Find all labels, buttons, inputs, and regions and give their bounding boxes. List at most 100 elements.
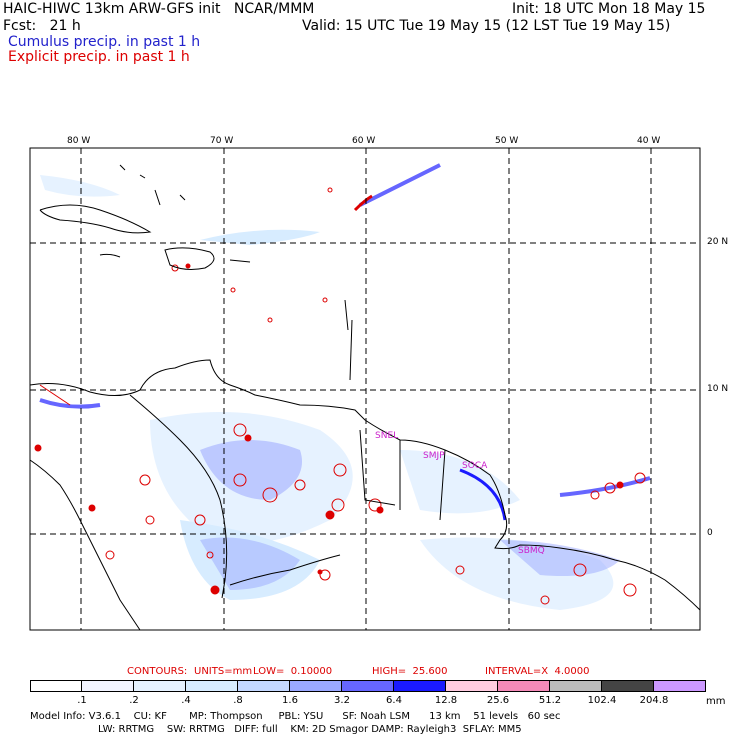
west-south-america-coastline bbox=[29, 459, 141, 631]
legend-value: .8 bbox=[233, 695, 243, 706]
light-precip-area bbox=[400, 450, 520, 514]
explicit-cell bbox=[139, 474, 151, 486]
coastlines bbox=[29, 164, 701, 631]
moderate-precip-area bbox=[200, 440, 302, 500]
explicit-cell bbox=[623, 583, 637, 597]
legend-unit: mm bbox=[706, 696, 726, 707]
lon-label-40w: 40 W bbox=[637, 136, 661, 146]
contour-low: LOW= 0.10000 bbox=[253, 666, 333, 677]
valid-time: Valid: 15 UTC Tue 19 May 15 (12 LST Tue … bbox=[302, 18, 671, 34]
station-label-sbmq: SBMQ bbox=[518, 546, 545, 556]
explicit-cell bbox=[616, 481, 624, 489]
legend-swatch bbox=[498, 680, 550, 692]
station-label-soca: SOCA bbox=[462, 461, 488, 471]
explicit-cell bbox=[573, 563, 587, 577]
explicit-cell bbox=[455, 565, 465, 575]
legend-swatch bbox=[134, 680, 186, 692]
contour-high: HIGH= 25.600 bbox=[372, 666, 448, 677]
explicit-cell bbox=[145, 515, 155, 525]
explicit-cell bbox=[604, 482, 616, 494]
explicit-cell bbox=[368, 498, 382, 512]
legend-value: 51.2 bbox=[538, 695, 562, 706]
model-info-line1: Model Info: V3.6.1 CU: KF MP: Thompson P… bbox=[30, 711, 561, 722]
legend-swatch bbox=[238, 680, 290, 692]
explicit-cell bbox=[333, 463, 347, 477]
explicit-cell bbox=[376, 506, 384, 514]
precip-band bbox=[459, 468, 507, 521]
explicit-cell bbox=[319, 569, 331, 581]
precip-band bbox=[559, 476, 651, 497]
explicit-contour bbox=[39, 384, 71, 406]
lon-label-80w: 80 W bbox=[67, 136, 91, 146]
contour-units: UNITS=mm bbox=[194, 666, 253, 677]
country-borders bbox=[129, 394, 228, 599]
station-label-smjp: SMJP bbox=[423, 451, 445, 461]
model-title: HAIC-HIWC 13km ARW-GFS init NCAR/MMM bbox=[3, 1, 315, 17]
explicit-cell bbox=[194, 514, 206, 526]
legend-value: 1.6 bbox=[282, 695, 298, 706]
station-label-snel: SNEL bbox=[375, 431, 399, 441]
legend-swatch bbox=[186, 680, 238, 692]
explicit-cell bbox=[327, 187, 333, 193]
legend-swatch bbox=[30, 680, 82, 692]
explicit-cell bbox=[634, 472, 646, 484]
map-frame bbox=[29, 147, 701, 631]
explicit-cell bbox=[34, 444, 42, 452]
explicit-cell bbox=[331, 498, 345, 512]
explicit-cell bbox=[105, 550, 115, 560]
legend-value: .2 bbox=[129, 695, 139, 706]
puerto-rico-coastline bbox=[229, 259, 251, 263]
cuba-coastline bbox=[39, 204, 152, 234]
lat-label-20n: 20 N bbox=[707, 237, 729, 247]
legend-swatch bbox=[446, 680, 498, 692]
lat-label-10n: 10 N bbox=[707, 384, 729, 394]
explicit-cell bbox=[233, 423, 247, 437]
explicit-cell bbox=[185, 263, 191, 269]
legend-value: .4 bbox=[181, 695, 191, 706]
country-borders bbox=[359, 429, 446, 521]
lon-label-60w: 60 W bbox=[352, 136, 376, 146]
explicit-cell bbox=[267, 317, 273, 323]
jamaica-coastline bbox=[99, 253, 121, 258]
explicit-cell bbox=[294, 479, 306, 491]
light-precip-area bbox=[40, 175, 120, 197]
explicit-cell bbox=[262, 487, 278, 503]
legend-value: .1 bbox=[77, 695, 87, 706]
legend-swatch bbox=[550, 680, 602, 692]
legend-value: 12.8 bbox=[434, 695, 458, 706]
moderate-precip-area bbox=[500, 540, 620, 576]
explicit-cell bbox=[206, 551, 214, 559]
precip-band bbox=[359, 163, 441, 207]
init-time: Init: 18 UTC Mon 18 May 15 bbox=[512, 1, 706, 17]
legend-value: 204.8 bbox=[639, 695, 669, 706]
explicit-cell bbox=[317, 569, 323, 575]
lon-label-70w: 70 W bbox=[210, 136, 234, 146]
legend-value: 25.6 bbox=[486, 695, 510, 706]
explicit-cell bbox=[325, 510, 335, 520]
explicit-cell bbox=[590, 490, 600, 500]
explicit-contour bbox=[353, 194, 373, 212]
forecast-hour: Fcst: 21 h bbox=[3, 18, 81, 34]
legend-swatch bbox=[602, 680, 654, 692]
explicit-cell bbox=[210, 585, 220, 595]
precip-shading bbox=[39, 163, 651, 610]
lat-label-0: 0 bbox=[707, 528, 713, 538]
lesser-antilles-coastline bbox=[344, 299, 353, 381]
contour-interval: INTERVAL=X 4.0000 bbox=[485, 666, 590, 677]
explicit-precip-contours bbox=[34, 187, 646, 605]
explicit-cell bbox=[233, 473, 247, 487]
contour-label: CONTOURS: bbox=[127, 666, 188, 677]
light-precip-area bbox=[200, 229, 320, 245]
explicit-label: Explicit precip. in past 1 h bbox=[8, 49, 190, 65]
lat-lon-grid bbox=[30, 148, 700, 630]
bahamas-coastline bbox=[119, 164, 186, 206]
explicit-cell bbox=[230, 287, 236, 293]
explicit-cell bbox=[244, 434, 252, 442]
legend-swatch bbox=[394, 680, 446, 692]
model-info-line2: LW: RRTMG SW: RRTMG DIFF: full KM: 2D Sm… bbox=[98, 724, 522, 735]
legend-swatch bbox=[654, 680, 706, 692]
legend-swatch bbox=[290, 680, 342, 692]
legend-value: 3.2 bbox=[334, 695, 350, 706]
hispaniola-coastline bbox=[164, 247, 215, 270]
